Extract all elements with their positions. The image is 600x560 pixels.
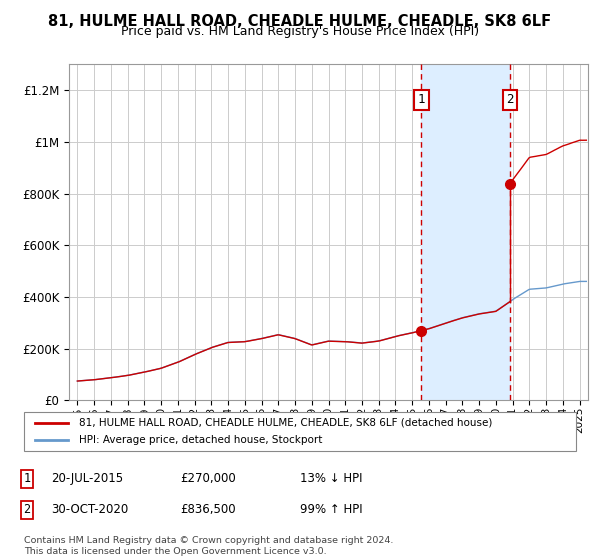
Text: £270,000: £270,000 xyxy=(180,472,236,486)
Bar xyxy=(421,64,510,400)
Text: 81, HULME HALL ROAD, CHEADLE HULME, CHEADLE, SK8 6LF (detached house): 81, HULME HALL ROAD, CHEADLE HULME, CHEA… xyxy=(79,418,493,428)
Text: 81, HULME HALL ROAD, CHEADLE HULME, CHEADLE, SK8 6LF: 81, HULME HALL ROAD, CHEADLE HULME, CHEA… xyxy=(49,14,551,29)
Text: 13% ↓ HPI: 13% ↓ HPI xyxy=(300,472,362,486)
Text: 1: 1 xyxy=(23,472,31,486)
FancyBboxPatch shape xyxy=(24,412,576,451)
Text: Contains HM Land Registry data © Crown copyright and database right 2024.
This d: Contains HM Land Registry data © Crown c… xyxy=(24,536,394,556)
Text: Price paid vs. HM Land Registry's House Price Index (HPI): Price paid vs. HM Land Registry's House … xyxy=(121,25,479,38)
Text: 2: 2 xyxy=(23,503,31,516)
Text: 99% ↑ HPI: 99% ↑ HPI xyxy=(300,503,362,516)
Text: 1: 1 xyxy=(418,93,425,106)
Text: HPI: Average price, detached house, Stockport: HPI: Average price, detached house, Stoc… xyxy=(79,435,323,445)
Text: 30-OCT-2020: 30-OCT-2020 xyxy=(51,503,128,516)
Text: £836,500: £836,500 xyxy=(180,503,236,516)
Text: 20-JUL-2015: 20-JUL-2015 xyxy=(51,472,123,486)
Text: 2: 2 xyxy=(506,93,514,106)
